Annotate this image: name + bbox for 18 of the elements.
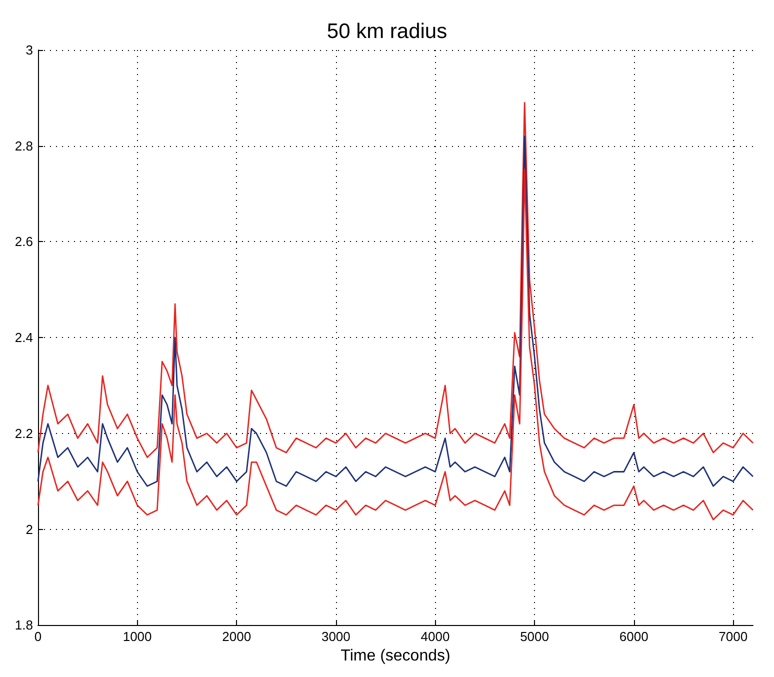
x-tick-label: 0 [34, 629, 42, 644]
y-tick-label: 2.6 [14, 234, 33, 250]
y-tick-label: 1.8 [14, 618, 33, 633]
x-tick-label: 6000 [619, 629, 648, 644]
chart-title: 50 km radius [326, 20, 448, 43]
y-tick-label: 2.2 [14, 426, 33, 441]
x-tick-label: 4000 [420, 629, 450, 644]
x-tick-label: 7000 [718, 629, 748, 644]
x-tick-label: 2000 [222, 629, 252, 644]
x-tick-label: 5000 [520, 629, 549, 644]
x-tick-label: 1000 [122, 629, 152, 644]
y-tick-label: 2.4 [14, 330, 33, 346]
y-tick-label: 3 [26, 42, 33, 58]
line-series [37, 136, 754, 487]
y-tick-label: 2 [26, 522, 33, 537]
x-axis-title: Time (seconds) [340, 648, 450, 664]
x-tick-label: 3000 [321, 629, 350, 644]
y-tick-label: 2.8 [14, 138, 33, 154]
